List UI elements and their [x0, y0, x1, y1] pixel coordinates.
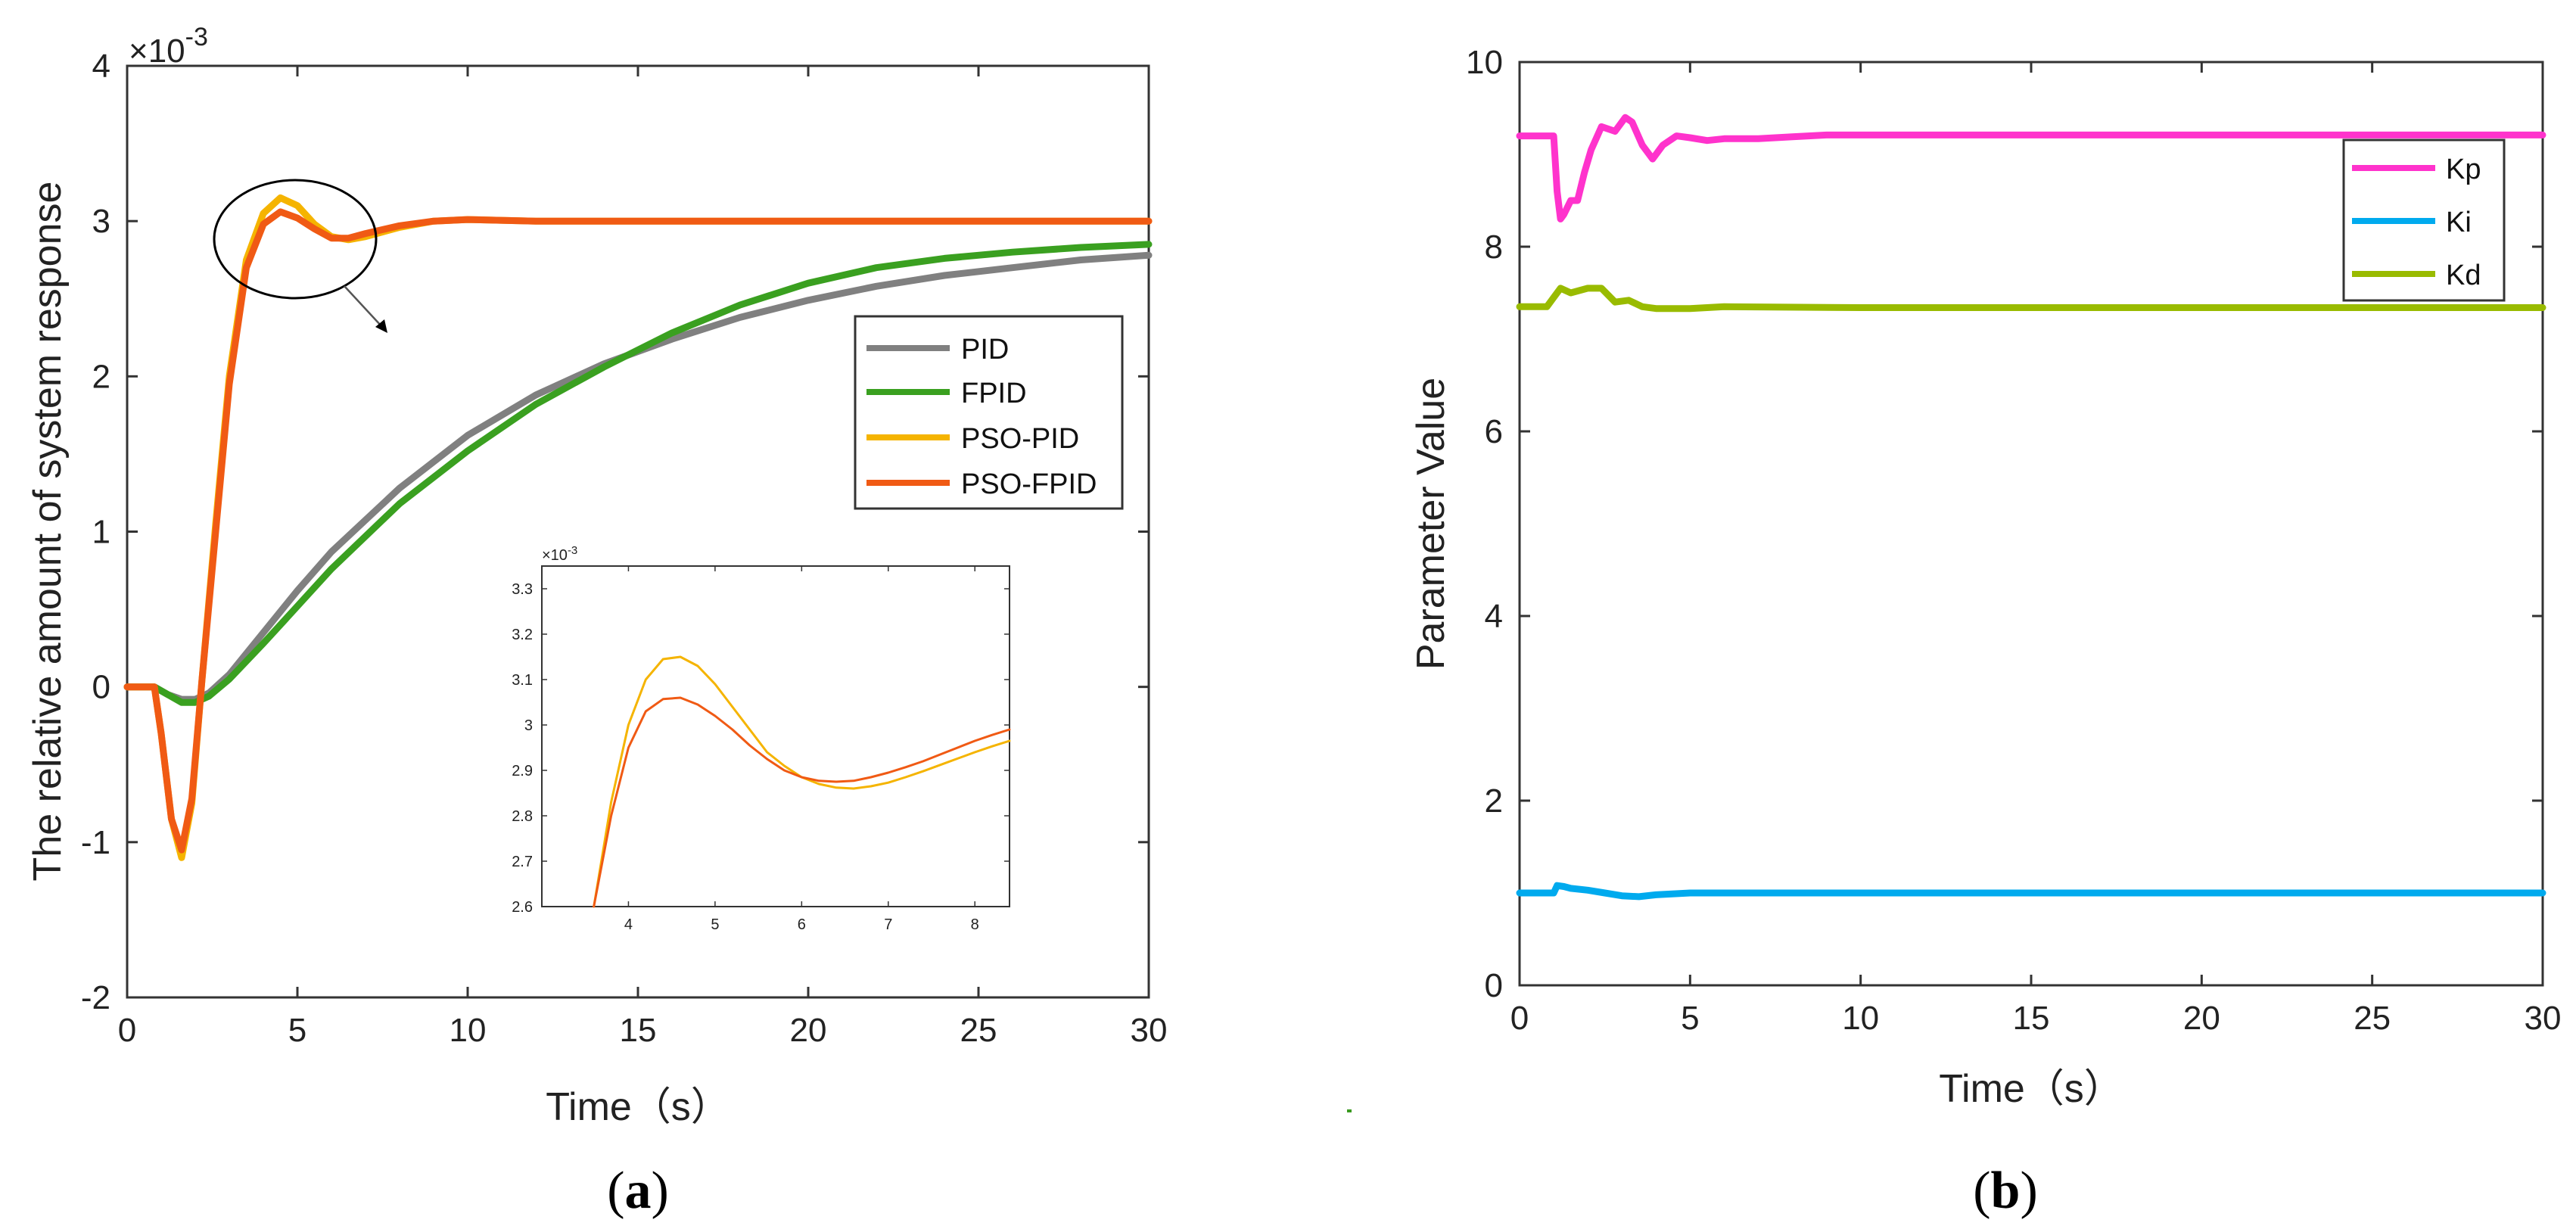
- plot-a-xtick-label-4: 20: [790, 1012, 827, 1049]
- plot-b-ylabel: Parameter Value: [1409, 378, 1453, 670]
- inset-plot: 4 5 6 7 8 2.6 2.7 2.8 2.9 3 3.1 3.2 3.3 ×10-3: [512, 544, 1011, 933]
- legend-b-label-2: Kd: [2446, 260, 2481, 291]
- plot-a-ytick-label-3: 1: [92, 514, 110, 551]
- inset-ytick-label-1: 2.7: [512, 854, 533, 870]
- plot-a-series-fpid: [123, 241, 1153, 706]
- plot-b-legend: Kp Ki Kd: [2342, 138, 2506, 302]
- legend-a-label-0: PID: [961, 334, 1009, 366]
- plot-a-xtick-label-3: 15: [620, 1012, 657, 1049]
- plot-a-ytick-label-4: 2: [92, 358, 110, 395]
- inset-exponent: ×10-3: [542, 544, 577, 564]
- caption-a: (a): [607, 1162, 669, 1220]
- legend-b-label-1: Ki: [2446, 207, 2472, 238]
- plot-a-ytick-label-0: -2: [81, 979, 110, 1016]
- legend-a-box: [854, 315, 1124, 510]
- plot-b-xtick-label-2: 10: [1842, 1000, 1879, 1037]
- plot-a-ytick-label-6: 4: [92, 48, 110, 85]
- plot-a-series-pso-fpid: [123, 208, 1153, 854]
- inset-ytick-label-3: 2.9: [512, 763, 533, 779]
- plot-a-exponent: ×10-3: [129, 23, 208, 70]
- legend-b-label-0: Kp: [2446, 154, 2481, 185]
- zoom-arrow-line: [344, 285, 383, 328]
- plot-b-series-kd: [1516, 285, 2546, 313]
- inset-xtick-label-3: 7: [884, 916, 892, 933]
- plot-b-xtick-label-4: 20: [2183, 1000, 2220, 1037]
- plot-a-ytick-label-2: 0: [92, 669, 110, 706]
- inset-xtick-label-4: 8: [971, 916, 979, 933]
- inset-ytick-label-0: 2.6: [512, 899, 533, 916]
- plot-b-xtick-label-5: 25: [2354, 1000, 2391, 1037]
- plot-a-xtick-label-1: 5: [288, 1012, 306, 1049]
- plot-a-xtick-label-5: 25: [960, 1012, 997, 1049]
- plot-a-xlabel: Time（s）: [546, 1085, 730, 1129]
- plot-b-ytick-label-5: 10: [1466, 44, 1503, 81]
- plot-b-xlabel: Time（s）: [1939, 1067, 2123, 1111]
- plot-a-xtick-label-0: 0: [118, 1012, 136, 1049]
- plot-b-ytick-label-1: 2: [1485, 782, 1503, 820]
- inset-frame: [541, 565, 1010, 907]
- caption-b: (b): [1973, 1162, 2038, 1220]
- plot-a-ytick-label-1: -1: [81, 824, 110, 861]
- legend-a-label-2: PSO-PID: [961, 423, 1079, 455]
- inset-series-pso-fpid: [593, 696, 1011, 908]
- plot-a-legend: PID FPID PSO-PID PSO-FPID: [854, 315, 1124, 510]
- inset-ytick-label-4: 3: [524, 717, 533, 734]
- plot-b-series-ki: [1516, 882, 2546, 901]
- panel-a: 0 5 10 15 20 25 30 -2 -1 0 1 2 3 4 ×10-3 Time（s） The …: [26, 23, 1167, 1129]
- plot-b-ytick-label-0: 0: [1485, 967, 1503, 1004]
- inset-xtick-label-0: 4: [624, 916, 633, 933]
- legend-a-label-3: PSO-FPID: [961, 468, 1097, 500]
- plot-b-ytick-label-4: 8: [1485, 229, 1503, 266]
- stray-mark: [1347, 1109, 1352, 1112]
- zoom-region-ellipse: [213, 179, 378, 300]
- plot-a-xtick-label-2: 10: [450, 1012, 487, 1049]
- plot-a-xtick-label-6: 30: [1131, 1012, 1168, 1049]
- plot-b-xtick-label-6: 30: [2525, 1000, 2562, 1037]
- plot-b-series-kp: [1516, 114, 2546, 222]
- plot-b-ytick-label-2: 4: [1485, 598, 1503, 635]
- plot-b-xtick-label-1: 5: [1681, 1000, 1699, 1037]
- panel-b: 0 5 10 15 20 25 30 0 2 4 6 8 10 Time（s） Parameter Va…: [1409, 44, 2561, 1111]
- inset-xtick-label-2: 6: [798, 916, 806, 933]
- zoom-arrow-head: [375, 319, 387, 333]
- legend-a-label-1: FPID: [961, 378, 1027, 409]
- plot-b-xtick-label-3: 15: [2013, 1000, 2050, 1037]
- inset-ytick-label-5: 3.1: [512, 672, 533, 689]
- plot-b-xtick-label-0: 0: [1510, 1000, 1529, 1037]
- plot-b-ytick-label-3: 6: [1485, 413, 1503, 450]
- inset-ytick-label-6: 3.2: [512, 627, 533, 643]
- plot-a-ylabel: The relative amount of system response: [26, 182, 70, 882]
- inset-xtick-label-1: 5: [711, 916, 719, 933]
- inset-ytick-label-7: 3.3: [512, 581, 533, 598]
- plot-a-ytick-label-5: 3: [92, 203, 110, 240]
- inset-ytick-label-2: 2.8: [512, 808, 533, 825]
